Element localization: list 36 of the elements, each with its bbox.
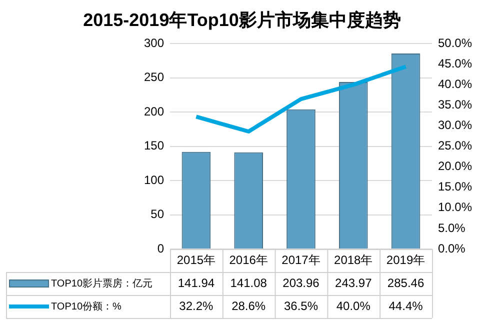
- x-tick-label: 2015年: [176, 252, 216, 267]
- y-tick-label: 100: [144, 172, 164, 187]
- chart-title: 2015-2019年Top10影片市场集中度趋势: [83, 10, 401, 30]
- x-tick-label: 2019年: [386, 252, 426, 267]
- data-label: 203.96: [282, 276, 320, 290]
- data-label: 141.08: [230, 276, 268, 290]
- y-tick-label: 150: [144, 138, 164, 153]
- y2-tick-label: 40.0%: [438, 76, 472, 91]
- data-label: 141.94: [178, 276, 215, 290]
- data-label: 40.0%: [336, 298, 371, 313]
- y2-tick-label: 45.0%: [438, 56, 472, 70]
- y-tick-label: 0: [157, 241, 164, 256]
- y2-tick-label: 0.0%: [438, 241, 466, 256]
- y2-tick-label: 10.0%: [438, 200, 472, 214]
- data-label: 36.5%: [284, 298, 318, 313]
- x-tick-label: 2017年: [282, 252, 320, 267]
- x-tick-label: 2018年: [334, 252, 373, 267]
- data-label: 243.97: [335, 276, 372, 290]
- data-label: 44.4%: [388, 298, 424, 313]
- data-label: 32.2%: [179, 298, 214, 313]
- y-tick-label: 50: [150, 207, 164, 222]
- y2-tick-label: 30.0%: [438, 118, 472, 132]
- x-tick-label: 2016年: [229, 252, 268, 267]
- y-tick-label: 250: [144, 70, 164, 84]
- y2-tick-label: 50.0%: [438, 36, 472, 50]
- y2-tick-label: 20.0%: [438, 159, 472, 174]
- legend-label: TOP10影片票房：亿元: [51, 277, 152, 290]
- y2-tick-label: 25.0%: [438, 138, 472, 153]
- y-tick-label: 200: [144, 104, 164, 118]
- y2-tick-label: 5.0%: [438, 220, 466, 235]
- y-tick-label: 300: [144, 36, 164, 50]
- y2-tick-label: 35.0%: [438, 98, 472, 112]
- legend-label: TOP10份额：%: [51, 300, 122, 312]
- y2-tick-label: 15.0%: [438, 180, 472, 194]
- data-label: 285.46: [387, 276, 424, 290]
- data-label: 28.6%: [232, 298, 266, 313]
